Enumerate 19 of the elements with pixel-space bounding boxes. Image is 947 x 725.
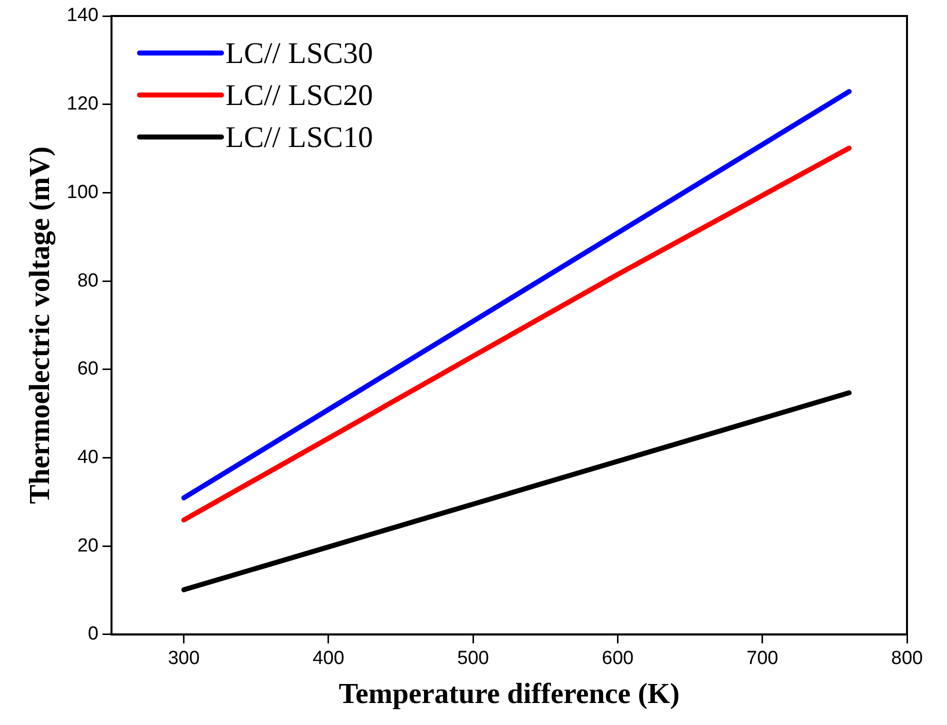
legend-label: LC// LSC10 xyxy=(226,120,374,154)
x-axis-title: Temperature difference (K) xyxy=(338,678,680,710)
y-tick-label: 120 xyxy=(66,94,98,115)
legend-label: LC// LSC20 xyxy=(226,78,374,112)
y-tick-label: 140 xyxy=(66,5,98,26)
x-tick-label: 400 xyxy=(312,648,344,670)
x-tick-label: 600 xyxy=(602,648,634,670)
y-tick-label: 20 xyxy=(77,535,98,556)
x-tick-label: 700 xyxy=(746,648,778,670)
y-axis-title: Thermoelectric voltage (mV) xyxy=(24,146,56,504)
y-tick-label: 60 xyxy=(77,358,98,380)
x-tick-label: 500 xyxy=(457,648,489,670)
y-tick-label: 100 xyxy=(66,182,98,203)
y-tick-label: 0 xyxy=(88,624,98,645)
x-tick-label: 800 xyxy=(891,648,923,670)
x-tick-label: 300 xyxy=(168,648,200,670)
y-tick-label: 40 xyxy=(77,446,98,468)
y-tick-label: 80 xyxy=(77,270,98,292)
legend-label: LC// LSC30 xyxy=(226,36,374,70)
